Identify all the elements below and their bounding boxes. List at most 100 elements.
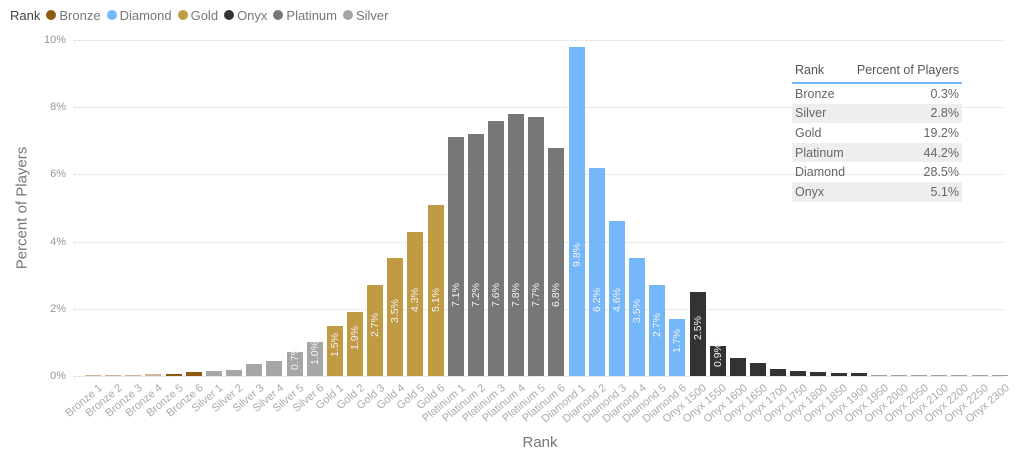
legend-dot-icon <box>46 10 57 20</box>
data-label: 1.9% <box>348 326 361 351</box>
bar-onyx-1750[interactable] <box>790 371 807 376</box>
legend-title: Rank <box>10 7 41 23</box>
legend-item-gold[interactable]: Gold <box>177 8 218 23</box>
y-tick-label: 8% <box>50 101 66 114</box>
table-row: Silver 2.8% <box>792 103 962 124</box>
bar-onyx-1700[interactable] <box>770 368 787 376</box>
data-label: 2.7% <box>651 312 664 337</box>
chart-legend: Rank Bronze Diamond Gold Onyx Platinum S… <box>10 6 395 24</box>
y-tick-label: 6% <box>50 168 66 181</box>
legend-item-diamond[interactable]: Diamond <box>106 8 172 23</box>
y-tick-label: 0% <box>50 370 66 382</box>
data-label: 7.2% <box>469 283 482 307</box>
bar-onyx-1900[interactable] <box>850 373 867 376</box>
data-label: 4.3% <box>409 288 422 312</box>
legend-item-onyx[interactable]: Onyx <box>224 8 267 23</box>
bar-onyx-1500[interactable]: 2.5% <box>689 292 706 376</box>
bar-diamond-5[interactable]: 2.7% <box>649 285 666 376</box>
bar-gold-2[interactable]: 1.9% <box>346 312 363 376</box>
bar-silver-2[interactable] <box>226 369 243 376</box>
bar-platinum-4[interactable]: 7.8% <box>508 113 525 376</box>
bar-gold-6[interactable]: 5.1% <box>427 204 444 376</box>
bar-bronze-1[interactable] <box>85 374 101 376</box>
bar-onyx-1800[interactable] <box>810 371 827 376</box>
bar-platinum-3[interactable]: 7.6% <box>488 120 504 376</box>
bar-silver-3[interactable] <box>246 364 263 376</box>
bar-onyx-2050[interactable] <box>911 374 928 376</box>
data-label: 5.1% <box>429 288 442 312</box>
bar-platinum-6[interactable]: 6.8% <box>548 147 565 376</box>
column-header-rank[interactable]: Rank <box>795 63 825 77</box>
data-label: 4.6% <box>610 288 623 312</box>
table-row: Bronze 0.3% <box>795 86 959 101</box>
bar-onyx-1650[interactable] <box>749 363 766 376</box>
data-label: 6.2% <box>590 288 603 312</box>
summary-table: Rank Percent of Players Bronze 0.3% Silve… <box>792 58 962 202</box>
data-label: 2.7% <box>369 312 382 337</box>
bar-silver-5[interactable]: 0.7% <box>286 346 303 376</box>
data-label: 2.5% <box>691 316 704 340</box>
data-label: 1.5% <box>328 332 341 357</box>
bar-diamond-3[interactable]: 4.6% <box>608 221 625 376</box>
y-tick-label: 10% <box>43 34 66 46</box>
bar-onyx-2300[interactable] <box>991 374 1008 376</box>
bar-onyx-1950[interactable] <box>870 374 887 376</box>
data-label: 0.9% <box>711 342 724 367</box>
y-axis-title: Percent of Players <box>13 146 31 270</box>
legend-item-bronze[interactable]: Bronze <box>46 8 101 23</box>
bar-onyx-2250[interactable] <box>971 374 988 376</box>
bar-diamond-1[interactable]: 9.8% <box>568 46 585 376</box>
bar-gold-5[interactable]: 4.3% <box>407 231 424 376</box>
bar-onyx-2200[interactable] <box>951 374 968 376</box>
legend-item-platinum[interactable]: Platinum <box>273 8 337 23</box>
column-header-percent[interactable]: Percent of Players <box>856 63 959 77</box>
x-axis-title: Rank <box>522 434 558 451</box>
bar-bronze-3[interactable] <box>125 374 142 376</box>
gridline <box>74 107 1004 109</box>
bar-bronze-4[interactable] <box>145 374 162 376</box>
table-row: Onyx 5.1% <box>792 181 962 202</box>
bar-diamond-4[interactable]: 3.5% <box>629 258 646 376</box>
bar-gold-1[interactable]: 1.5% <box>326 325 343 376</box>
bar-platinum-2[interactable]: 7.2% <box>467 134 484 376</box>
data-label: 0.7% <box>288 346 301 371</box>
legend-dot-icon <box>342 10 353 20</box>
bar-silver-1[interactable] <box>205 370 222 376</box>
bar-gold-3[interactable]: 2.7% <box>367 285 384 376</box>
bar-diamond-6[interactable]: 1.7% <box>669 318 686 376</box>
table-row: Gold 19.2% <box>795 125 959 140</box>
bar-onyx-2100[interactable] <box>931 374 948 376</box>
bar-onyx-1600[interactable] <box>729 357 746 376</box>
bar-silver-6[interactable]: 1.0% <box>306 341 323 376</box>
bar-platinum-5[interactable]: 7.7% <box>528 117 545 376</box>
data-label: 9.8% <box>570 243 583 267</box>
bar-onyx-2000[interactable] <box>891 374 907 376</box>
bar-bronze-5[interactable] <box>165 373 182 376</box>
data-label: 3.5% <box>389 299 402 324</box>
data-label: 6.8% <box>550 283 563 307</box>
bar-diamond-2[interactable]: 6.2% <box>588 167 605 376</box>
gridline <box>74 40 1004 41</box>
data-label: 7.8% <box>510 283 523 307</box>
data-label: 3.5% <box>631 299 644 324</box>
table-header: Rank Percent of Players <box>792 58 962 84</box>
data-label: 1.0% <box>308 341 321 366</box>
y-tick-label: 4% <box>50 235 66 248</box>
data-label: 7.6% <box>490 283 502 307</box>
bar-onyx-1550[interactable]: 0.9% <box>709 342 726 376</box>
legend-item-silver[interactable]: Silver <box>342 8 389 23</box>
bar-platinum-1[interactable]: 7.1% <box>447 137 464 376</box>
table-row: Platinum 44.2% <box>792 142 962 163</box>
data-label: 7.1% <box>449 283 462 307</box>
bar-bronze-6[interactable] <box>185 371 202 376</box>
data-label: 1.7% <box>671 329 684 354</box>
legend-dot-icon <box>224 10 235 20</box>
legend-dot-icon <box>177 10 188 20</box>
data-label: 7.7% <box>530 283 543 307</box>
legend-dot-icon <box>106 10 117 20</box>
gridline <box>74 376 1004 377</box>
bar-onyx-1850[interactable] <box>830 372 847 376</box>
bar-silver-4[interactable] <box>266 360 283 376</box>
bar-gold-4[interactable]: 3.5% <box>387 258 404 376</box>
bar-bronze-2[interactable] <box>105 374 122 376</box>
